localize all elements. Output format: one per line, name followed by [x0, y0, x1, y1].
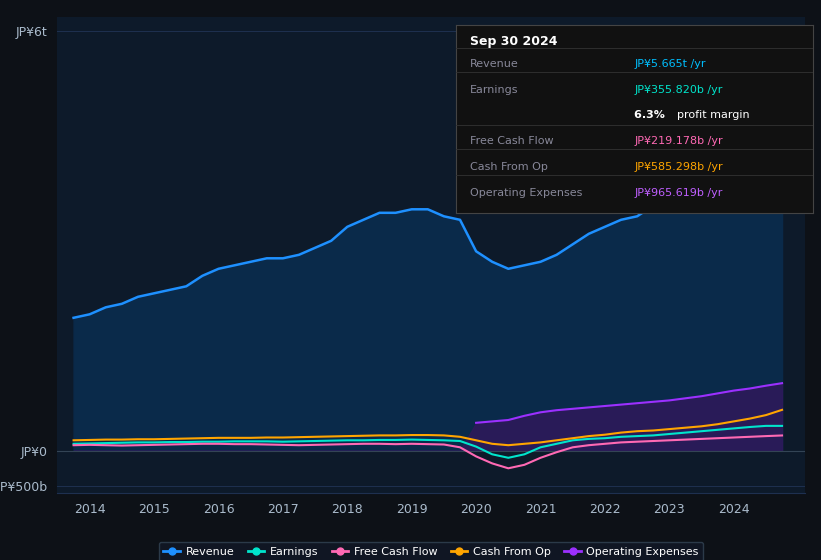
Text: 6.3%: 6.3% [635, 110, 669, 120]
Text: profit margin: profit margin [677, 110, 750, 120]
Text: Sep 30 2024: Sep 30 2024 [470, 35, 557, 48]
Text: JP¥5.665t /yr: JP¥5.665t /yr [635, 59, 706, 69]
Text: JP¥965.619b /yr: JP¥965.619b /yr [635, 188, 722, 198]
Text: JP¥219.178b /yr: JP¥219.178b /yr [635, 136, 722, 146]
Text: Free Cash Flow: Free Cash Flow [470, 136, 553, 146]
Text: Cash From Op: Cash From Op [470, 162, 548, 172]
Text: Operating Expenses: Operating Expenses [470, 188, 582, 198]
Text: JP¥585.298b /yr: JP¥585.298b /yr [635, 162, 722, 172]
Text: JP¥355.820b /yr: JP¥355.820b /yr [635, 85, 722, 95]
Legend: Revenue, Earnings, Free Cash Flow, Cash From Op, Operating Expenses: Revenue, Earnings, Free Cash Flow, Cash … [158, 542, 704, 560]
Text: Revenue: Revenue [470, 59, 519, 69]
Text: Earnings: Earnings [470, 85, 518, 95]
